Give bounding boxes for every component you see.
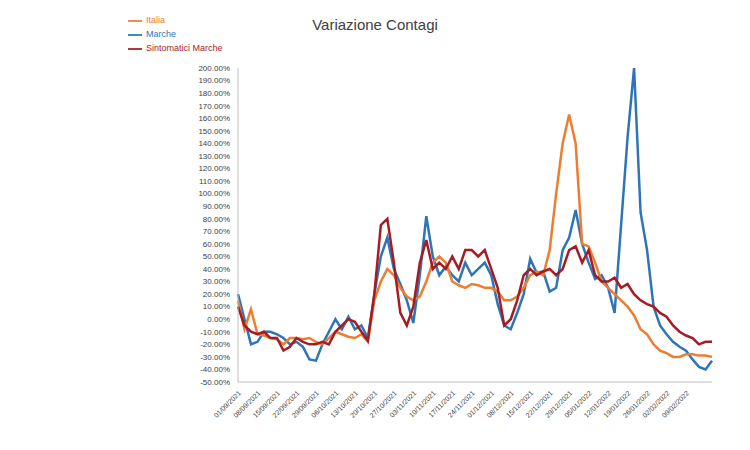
svg-text:0.00%: 0.00% [207,315,230,324]
svg-text:100.00%: 100.00% [198,189,230,198]
svg-text:200.00%: 200.00% [198,64,230,73]
svg-text:60.00%: 60.00% [203,240,230,249]
svg-text:10/11/2021: 10/11/2021 [407,389,437,419]
svg-text:08/12/2021: 08/12/2021 [485,389,515,419]
html-text:Variazione Contagi: Variazione Contagi [312,16,438,33]
svg-text:01/12/2021: 01/12/2021 [465,389,496,419]
svg-text:08/09/2021: 08/09/2021 [232,389,262,419]
svg-text:120.00%: 120.00% [198,164,230,173]
svg-text:90.00%: 90.00% [203,202,230,211]
svg-text:40.00%: 40.00% [203,265,230,274]
svg-text:10.00%: 10.00% [203,302,230,311]
svg-text:130.00%: 130.00% [198,152,230,161]
svg-text:160.00%: 160.00% [198,114,230,123]
svg-text:03/11/2021: 03/11/2021 [388,389,418,419]
svg-text:20/10/2021: 20/10/2021 [348,389,379,419]
svg-text:170.00%: 170.00% [198,102,230,111]
svg-text:15/09/2021: 15/09/2021 [251,389,282,419]
svg-text:180.00%: 180.00% [198,89,230,98]
svg-text:05/01/2022: 05/01/2022 [563,389,593,419]
svg-text:09/02/2022: 09/02/2022 [661,389,691,419]
svg-text:30.00%: 30.00% [203,277,230,286]
svg-text:15/12/2021: 15/12/2021 [504,389,535,419]
svg-text:-30.00%: -30.00% [200,353,230,362]
svg-text:17/11/2021: 17/11/2021 [427,389,457,419]
svg-text:110.00%: 110.00% [199,177,230,186]
svg-text:22/12/2021: 22/12/2021 [524,389,554,419]
svg-text:-40.00%: -40.00% [200,365,230,374]
svg-text:01/09/2021: 01/09/2021 [212,389,243,419]
svg-text:80.00%: 80.00% [203,215,230,224]
svg-text:13/10/2021: 13/10/2021 [329,389,360,419]
svg-text:22/09/2021: 22/09/2021 [270,389,301,419]
svg-text:12/01/2022: 12/01/2022 [582,389,613,419]
svg-text:190.00%: 190.00% [198,76,230,85]
svg-text:19/01/2022: 19/01/2022 [602,389,632,419]
svg-text:02/02/2022: 02/02/2022 [641,389,671,419]
svg-text:20.00%: 20.00% [203,290,230,299]
svg-text:-10.00%: -10.00% [200,328,230,337]
svg-text:24/11/2021: 24/11/2021 [446,389,476,419]
svg-text:27/10/2021: 27/10/2021 [368,389,399,419]
svg-text:140.00%: 140.00% [198,139,230,148]
svg-text:-20.00%: -20.00% [200,340,230,349]
svg-text:26/01/2022: 26/01/2022 [621,389,652,419]
svg-text:-50.00%: -50.00% [200,378,230,387]
html-text:Sintomatici Marche: Sintomatici Marche [146,43,223,54]
svg-text:70.00%: 70.00% [203,227,230,236]
svg-text:29/09/2021: 29/09/2021 [290,389,321,419]
html-text:Italia: Italia [146,15,165,26]
svg-text:150.00%: 150.00% [198,127,230,136]
svg-text:29/12/2021: 29/12/2021 [543,389,574,419]
svg-text:06/10/2021: 06/10/2021 [309,389,340,419]
svg-text:50.00%: 50.00% [203,252,230,261]
html-text:Marche: Marche [146,29,176,40]
